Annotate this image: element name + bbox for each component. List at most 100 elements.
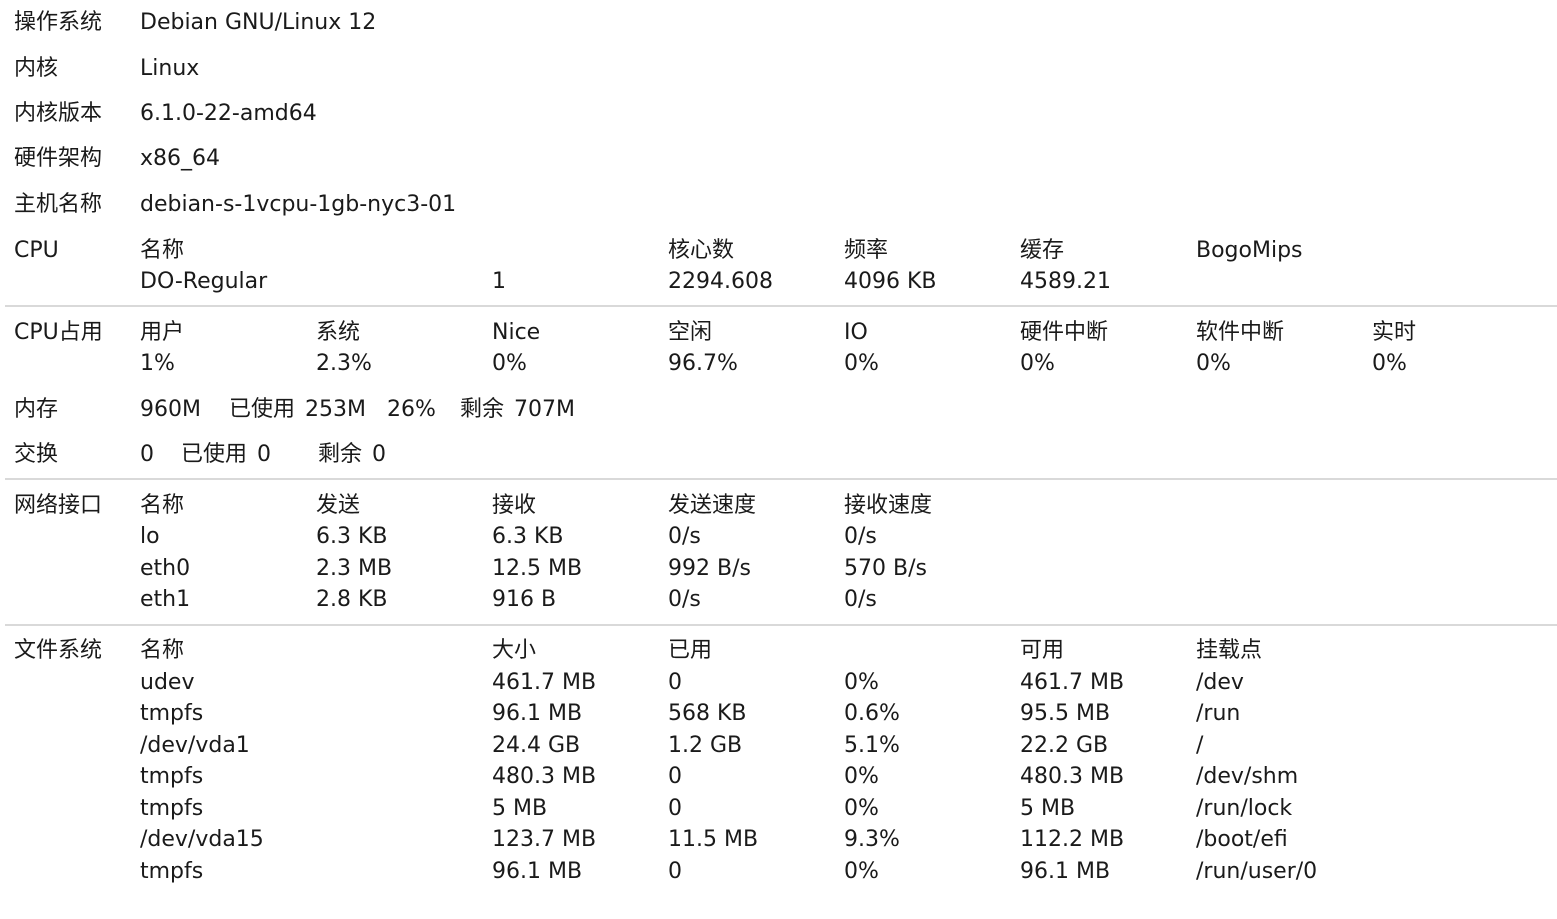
filesystem-row-name: tmpfs bbox=[140, 764, 204, 789]
network-header-send-speed: 发送速度 bbox=[668, 493, 757, 518]
network-header-received: 接收 bbox=[492, 493, 537, 518]
cpu-usage-user: 1% bbox=[140, 351, 175, 376]
swap-used-label: 已使用 bbox=[181, 442, 248, 467]
filesystem-row-mount: /dev/shm bbox=[1196, 764, 1299, 789]
cpu-freq: 2294.608 bbox=[668, 269, 773, 294]
filesystem-row-used: 0 bbox=[668, 796, 682, 821]
filesystem-header-used: 已用 bbox=[668, 638, 713, 663]
network-row-receive-speed: 0/s bbox=[844, 587, 877, 612]
network-header-name: 名称 bbox=[140, 493, 185, 518]
memory-free: 707M bbox=[514, 397, 575, 422]
network-row-sent: 6.3 KB bbox=[316, 524, 388, 549]
filesystem-row-mount: / bbox=[1196, 733, 1204, 758]
filesystem-row-percent: 9.3% bbox=[844, 827, 900, 852]
cpu-usage-nice: 0% bbox=[492, 351, 527, 376]
filesystem-row-mount: /run bbox=[1196, 701, 1241, 726]
swap-label: 交换 bbox=[14, 442, 59, 467]
cpu-cache: 4096 KB bbox=[844, 269, 937, 294]
cpu-bogomips: 4589.21 bbox=[1020, 269, 1111, 294]
filesystem-row-used: 11.5 MB bbox=[668, 827, 759, 852]
filesystem-row-size: 96.1 MB bbox=[492, 859, 583, 884]
filesystem-row-name: tmpfs bbox=[140, 859, 204, 884]
filesystem-row-available: 22.2 GB bbox=[1020, 733, 1109, 758]
cpu-header-bogomips: BogoMips bbox=[1196, 238, 1303, 263]
network-row-name: eth0 bbox=[140, 556, 191, 581]
cpu-usage-header-irq: 硬件中断 bbox=[1020, 320, 1109, 345]
cpu-usage-header-realtime: 实时 bbox=[1372, 320, 1417, 345]
cpu-header-cache: 缓存 bbox=[1020, 238, 1065, 263]
os-label: 操作系统 bbox=[14, 10, 103, 35]
filesystem-row-name: /dev/vda15 bbox=[140, 827, 264, 852]
filesystem-row-size: 96.1 MB bbox=[492, 701, 583, 726]
cpu-usage-softirq: 0% bbox=[1196, 351, 1231, 376]
filesystem-row-size: 461.7 MB bbox=[492, 670, 597, 695]
kernel-label: 内核 bbox=[14, 56, 59, 81]
swap-free: 0 bbox=[372, 442, 386, 467]
filesystem-row-used: 568 KB bbox=[668, 701, 747, 726]
network-row-sent: 2.3 MB bbox=[316, 556, 393, 581]
memory-free-label: 剩余 bbox=[460, 397, 505, 422]
network-label: 网络接口 bbox=[14, 493, 103, 518]
filesystem-row-available: 95.5 MB bbox=[1020, 701, 1111, 726]
filesystem-row-size: 24.4 GB bbox=[492, 733, 581, 758]
kernel-version-value: 6.1.0-22-amd64 bbox=[140, 101, 317, 126]
cpu-usage-io: 0% bbox=[844, 351, 879, 376]
cpu-name: DO-Regular bbox=[140, 269, 268, 294]
filesystem-header-mount: 挂载点 bbox=[1196, 638, 1263, 663]
cpu-usage-system: 2.3% bbox=[316, 351, 372, 376]
os-value: Debian GNU/Linux 12 bbox=[140, 10, 377, 35]
filesystem-row-used: 1.2 GB bbox=[668, 733, 743, 758]
cpu-usage-header-softirq: 软件中断 bbox=[1196, 320, 1285, 345]
filesystem-row-percent: 0% bbox=[844, 670, 879, 695]
filesystem-row-used: 0 bbox=[668, 859, 682, 884]
arch-value: x86_64 bbox=[140, 146, 221, 171]
filesystem-row-available: 461.7 MB bbox=[1020, 670, 1125, 695]
hostname-label: 主机名称 bbox=[14, 192, 103, 217]
cpu-usage-header-idle: 空闲 bbox=[668, 320, 713, 345]
divider bbox=[5, 305, 1557, 307]
divider bbox=[5, 478, 1557, 480]
filesystem-row-used: 0 bbox=[668, 764, 682, 789]
cpu-header-name: 名称 bbox=[140, 238, 185, 263]
cpu-usage-irq: 0% bbox=[1020, 351, 1055, 376]
swap-used: 0 bbox=[257, 442, 271, 467]
network-row-send-speed: 0/s bbox=[668, 587, 701, 612]
filesystem-row-size: 123.7 MB bbox=[492, 827, 597, 852]
filesystem-row-available: 112.2 MB bbox=[1020, 827, 1125, 852]
network-row-sent: 2.8 KB bbox=[316, 587, 388, 612]
memory-used: 253M bbox=[305, 397, 366, 422]
filesystem-header-size: 大小 bbox=[492, 638, 537, 663]
network-header-receive-speed: 接收速度 bbox=[844, 493, 933, 518]
filesystem-row-mount: /run/lock bbox=[1196, 796, 1293, 821]
cpu-usage-header-nice: Nice bbox=[492, 320, 541, 345]
network-row-received: 916 B bbox=[492, 587, 557, 612]
filesystem-label: 文件系统 bbox=[14, 638, 103, 663]
arch-label: 硬件架构 bbox=[14, 146, 103, 171]
hostname-value: debian-s-1vcpu-1gb-nyc3-01 bbox=[140, 192, 457, 217]
memory-label: 内存 bbox=[14, 397, 59, 422]
cpu-usage-header-io: IO bbox=[844, 320, 868, 345]
filesystem-row-used: 0 bbox=[668, 670, 682, 695]
swap-free-label: 剩余 bbox=[318, 442, 363, 467]
network-row-name: eth1 bbox=[140, 587, 191, 612]
filesystem-header-available: 可用 bbox=[1020, 638, 1065, 663]
filesystem-row-mount: /run/user/0 bbox=[1196, 859, 1318, 884]
filesystem-row-available: 96.1 MB bbox=[1020, 859, 1111, 884]
kernel-version-label: 内核版本 bbox=[14, 101, 103, 126]
memory-percent: 26% bbox=[387, 397, 436, 422]
network-row-received: 12.5 MB bbox=[492, 556, 583, 581]
filesystem-row-percent: 0.6% bbox=[844, 701, 900, 726]
filesystem-row-name: tmpfs bbox=[140, 701, 204, 726]
filesystem-row-size: 5 MB bbox=[492, 796, 548, 821]
cpu-header-freq: 频率 bbox=[844, 238, 889, 263]
cpu-usage-header-system: 系统 bbox=[316, 320, 361, 345]
network-row-send-speed: 992 B/s bbox=[668, 556, 751, 581]
filesystem-row-name: udev bbox=[140, 670, 195, 695]
filesystem-row-size: 480.3 MB bbox=[492, 764, 597, 789]
cpu-usage-realtime: 0% bbox=[1372, 351, 1407, 376]
filesystem-header-name: 名称 bbox=[140, 638, 185, 663]
cpu-header-cores: 核心数 bbox=[668, 238, 735, 263]
filesystem-row-available: 480.3 MB bbox=[1020, 764, 1125, 789]
network-row-receive-speed: 0/s bbox=[844, 524, 877, 549]
filesystem-row-name: /dev/vda1 bbox=[140, 733, 250, 758]
